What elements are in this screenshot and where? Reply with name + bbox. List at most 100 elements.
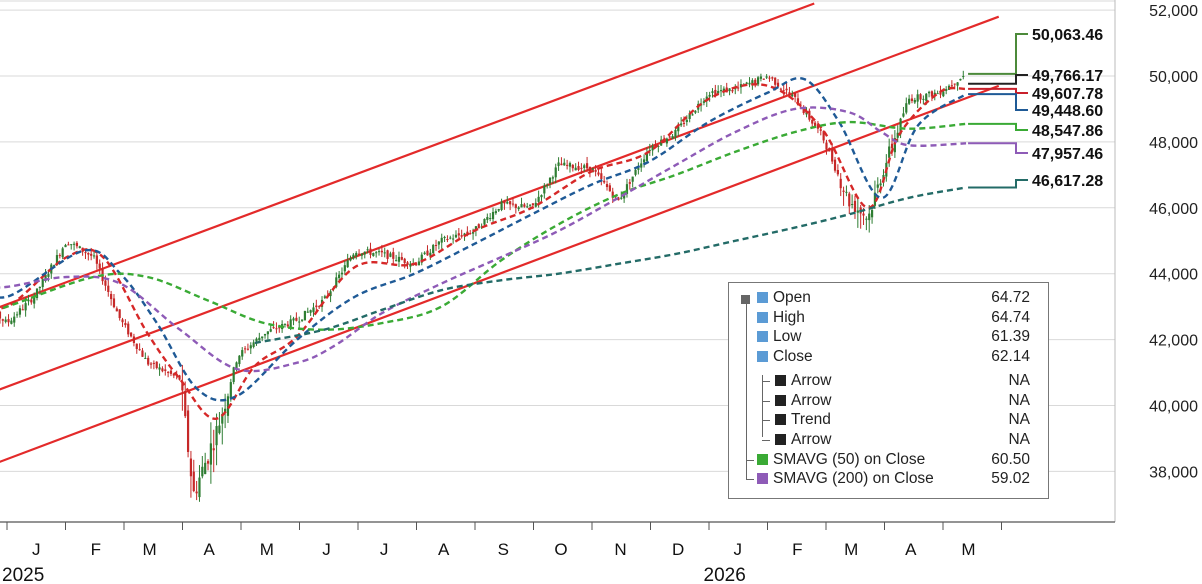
candle-body <box>192 471 195 492</box>
candle-body <box>443 236 446 238</box>
candle-body <box>440 237 443 243</box>
sma-line-sma_purple <box>0 106 967 373</box>
candle-body <box>226 396 230 416</box>
candle-body <box>959 78 962 81</box>
end-value-label: 50,063.46 <box>1032 27 1103 44</box>
candle-body <box>355 252 358 257</box>
candle-body <box>144 358 147 360</box>
candle-body <box>127 323 130 335</box>
candle-body <box>523 204 526 207</box>
candle-body <box>283 323 287 325</box>
candle-body <box>942 91 945 97</box>
candle-body <box>380 250 383 253</box>
candle-body <box>734 88 737 90</box>
candle-body <box>642 159 646 163</box>
legend-tree-line <box>746 297 747 479</box>
candle-body <box>400 257 403 260</box>
candle-body <box>229 382 232 399</box>
candle-body <box>497 209 500 211</box>
candle-body <box>90 253 93 256</box>
candle-body <box>275 328 278 330</box>
legend-swatch <box>775 434 786 445</box>
candle-body <box>947 85 951 90</box>
candle-body <box>474 226 478 231</box>
candle-body <box>403 258 406 264</box>
end-label-connector <box>968 33 1028 75</box>
candle-body <box>517 207 520 210</box>
candle-body <box>811 119 814 124</box>
candle-body <box>825 142 828 150</box>
candle-body <box>782 90 785 92</box>
candle-body <box>1 319 4 321</box>
candle-body <box>289 319 292 329</box>
candle-body <box>893 138 896 153</box>
candle-body <box>631 176 634 182</box>
legend-row: Arrow NA <box>729 430 1048 449</box>
candle-body <box>816 125 820 129</box>
candle-body <box>927 91 931 94</box>
candle-body <box>121 319 124 323</box>
candle-body <box>785 88 788 91</box>
candle-body <box>386 250 389 259</box>
candle-body <box>87 252 90 255</box>
candle-body <box>432 245 435 254</box>
candle-body <box>751 80 754 85</box>
candle-body <box>620 197 623 199</box>
candle-body <box>756 77 760 85</box>
candle-body <box>674 129 677 138</box>
legend-branch <box>762 420 770 421</box>
candle-body <box>286 324 289 327</box>
candle-body <box>600 173 603 180</box>
legend-value: 62.14 <box>991 348 1030 365</box>
candle-body <box>503 201 506 204</box>
sma-line-sma_green <box>0 120 967 331</box>
candle-body <box>514 204 517 208</box>
candle-body <box>719 90 723 92</box>
candle-body <box>47 274 50 277</box>
candle-body <box>722 88 725 92</box>
candle-body <box>446 239 449 241</box>
candle-body <box>167 371 170 373</box>
legend-value: 64.74 <box>991 309 1030 326</box>
candle-body <box>509 201 512 205</box>
sma-line-sma_fast <box>0 83 967 420</box>
x-tick-label: A <box>438 540 450 559</box>
candle-body <box>528 204 532 206</box>
candle-body <box>449 237 452 239</box>
candle-body <box>13 316 16 323</box>
candle-body <box>731 90 734 92</box>
candle-body <box>352 254 355 259</box>
candle-body <box>597 172 600 175</box>
candle-body <box>571 164 574 169</box>
legend-swatch <box>757 331 768 342</box>
x-tick-label: N <box>614 540 626 559</box>
candle-body <box>486 217 489 220</box>
candle-body <box>397 256 401 262</box>
candle-body <box>691 114 694 116</box>
candle-body <box>132 336 136 343</box>
sma-line-sma_20 <box>0 76 967 402</box>
x-tick-label: D <box>672 540 684 559</box>
candle-body <box>340 272 344 275</box>
candle-body <box>580 167 583 169</box>
candle-body <box>269 329 272 332</box>
legend-value: 60.50 <box>991 451 1030 468</box>
candle-body <box>466 231 469 234</box>
candle-body <box>346 260 349 268</box>
candle-body <box>149 363 153 365</box>
candle-body <box>169 370 173 374</box>
candle-body <box>184 391 187 417</box>
candle-body <box>252 342 255 347</box>
candle-body <box>754 79 757 84</box>
y-tick-label: 52,000 <box>1149 3 1198 20</box>
legend-row: Trend NA <box>729 410 1048 429</box>
candle-body <box>409 263 412 267</box>
candle-body <box>295 317 298 321</box>
legend-label: High <box>773 309 805 326</box>
legend-row: SMAVG (200) on Close 59.02 <box>729 469 1048 488</box>
legend-label: Arrow <box>791 372 832 389</box>
candle-body <box>241 350 244 357</box>
candle-body <box>930 91 934 97</box>
year-label: 2026 <box>704 565 746 584</box>
candle-body <box>238 355 241 365</box>
